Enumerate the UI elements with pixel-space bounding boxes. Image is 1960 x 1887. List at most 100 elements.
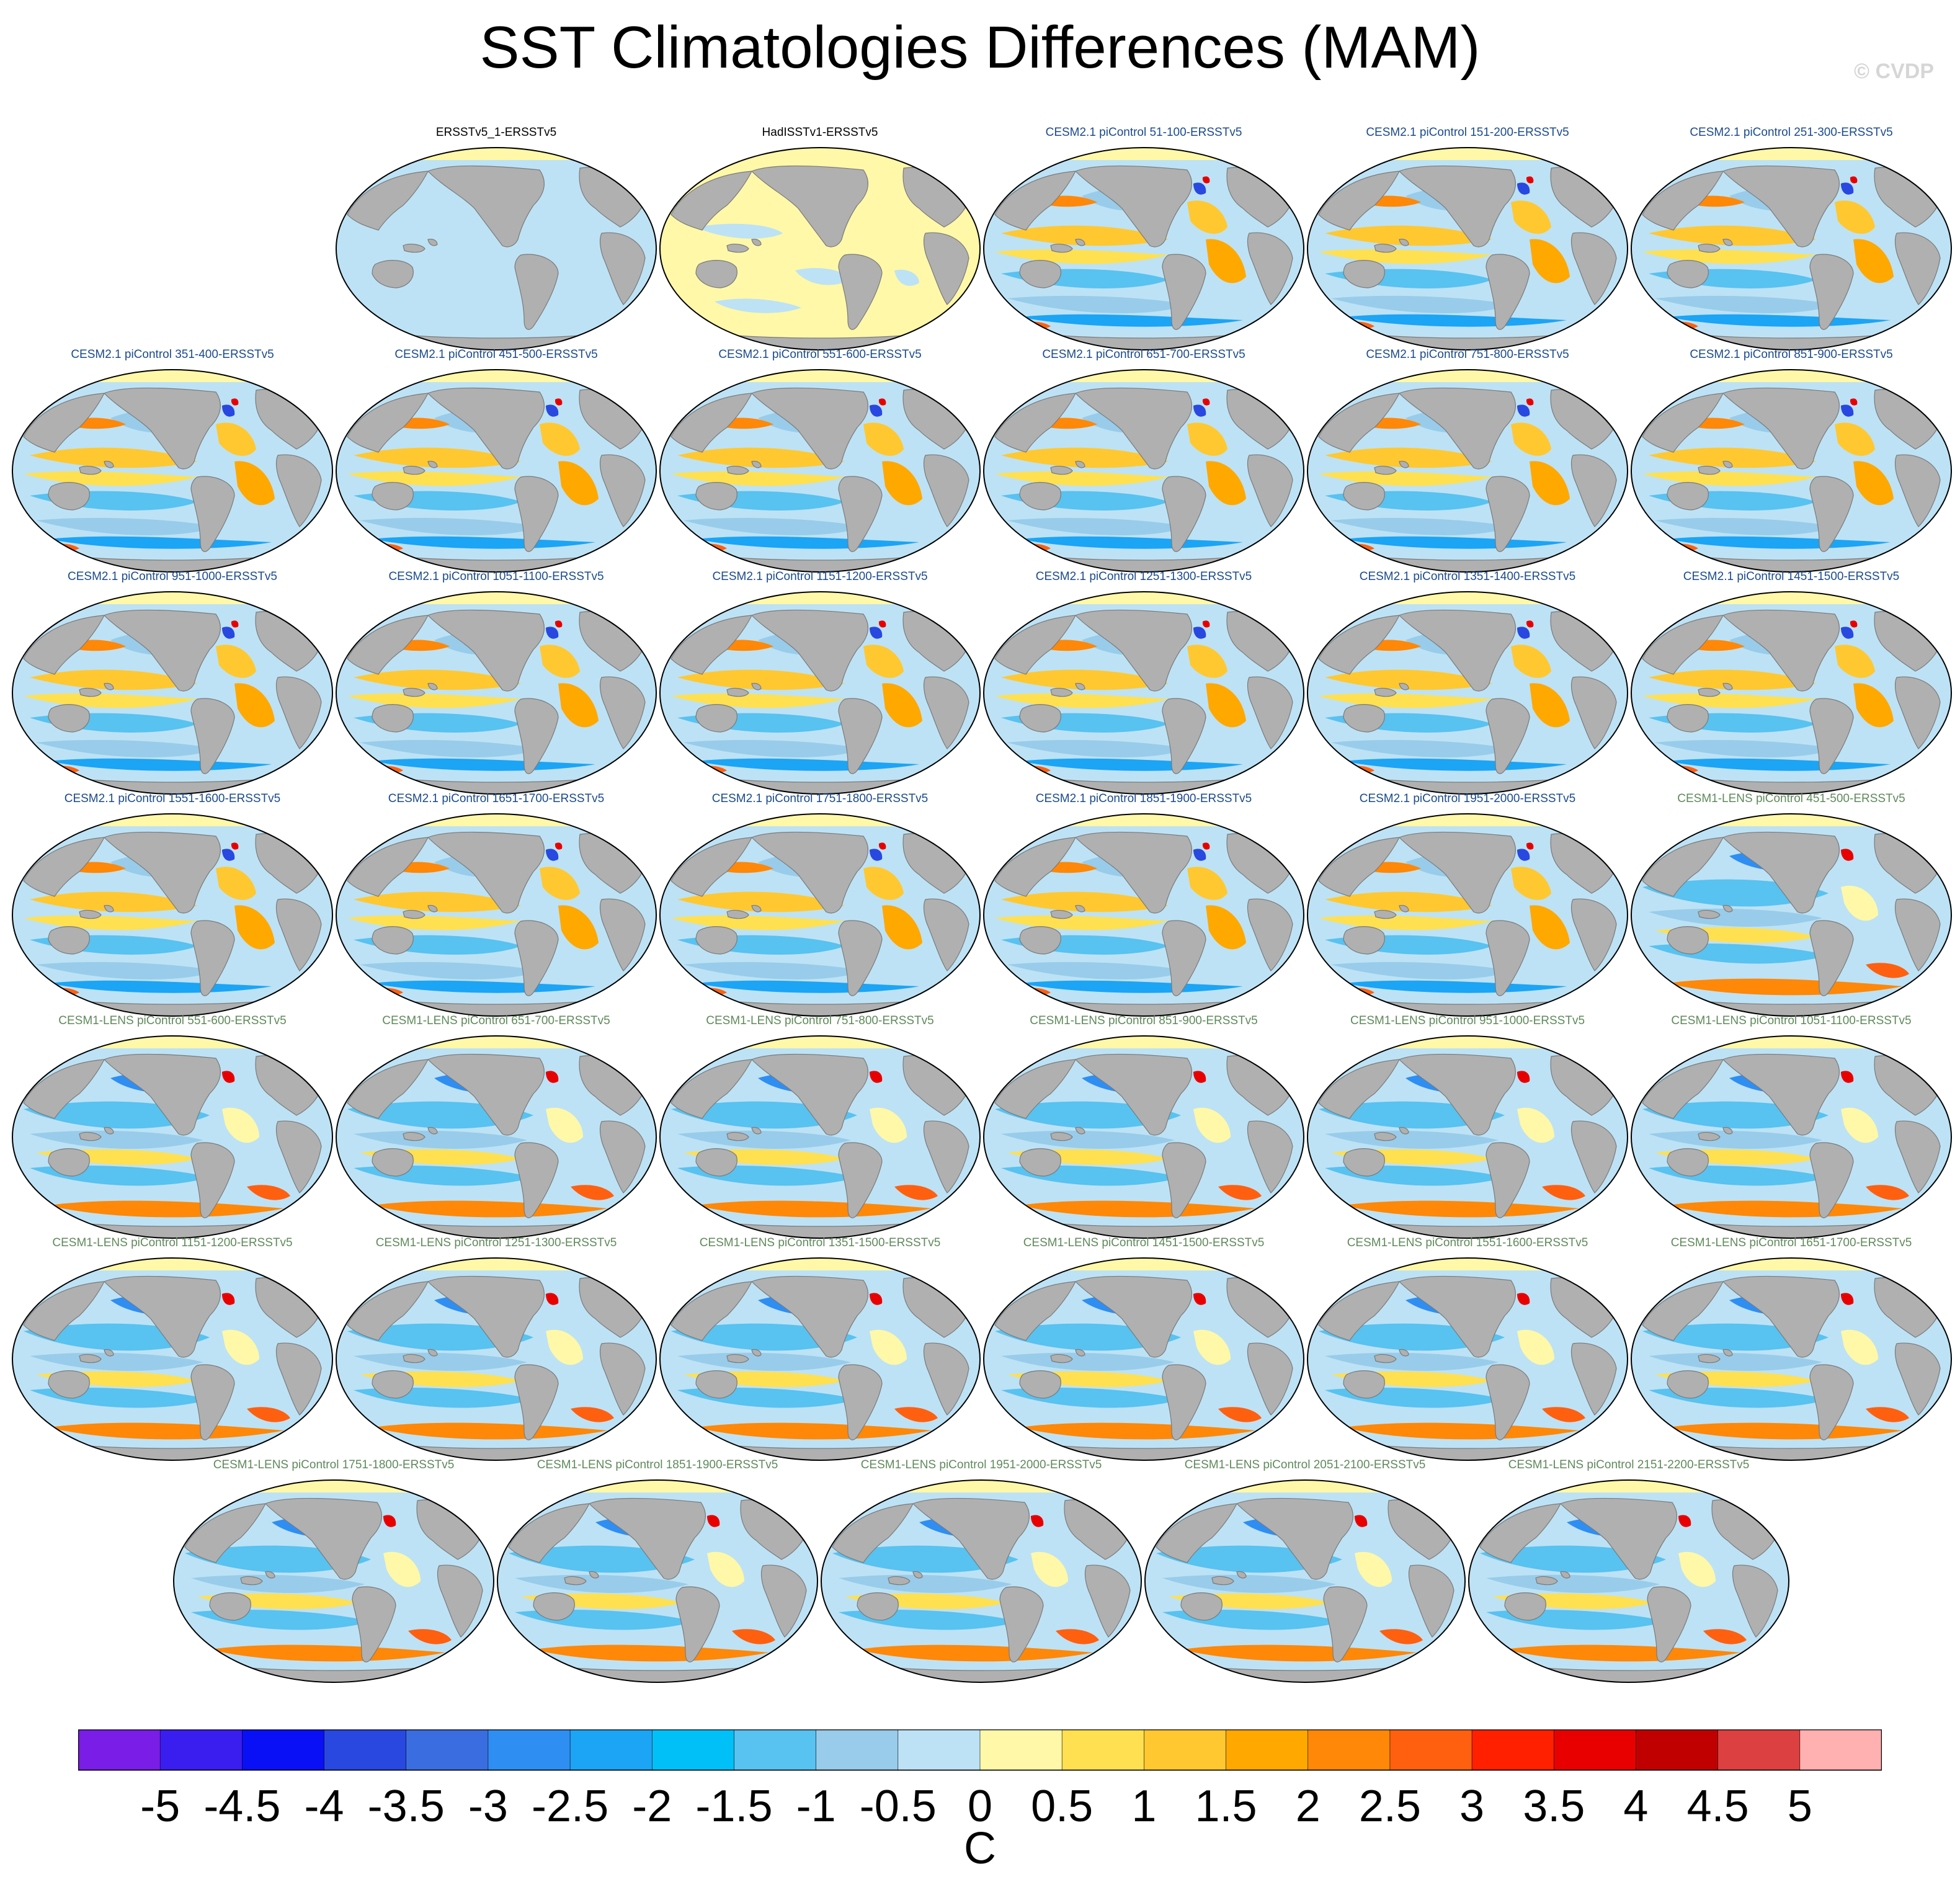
land-mass bbox=[190, 698, 235, 774]
land-mass bbox=[514, 1142, 559, 1218]
land-mass bbox=[427, 1349, 438, 1357]
colorbar-segment bbox=[569, 1729, 653, 1771]
land-mass bbox=[1156, 1503, 1238, 1563]
land-mass bbox=[838, 920, 883, 996]
sst-anomaly-region bbox=[1020, 1422, 1255, 1440]
land-mass bbox=[599, 454, 646, 527]
sst-anomaly-region bbox=[1001, 447, 1169, 468]
world-map bbox=[12, 1035, 333, 1239]
sst-anomaly-region bbox=[555, 842, 563, 850]
land-mass bbox=[1075, 460, 1085, 468]
panel-title: CESM2.1 piControl 1551-1600-ERSSTv5 bbox=[64, 792, 281, 805]
land-mass bbox=[1559, 1497, 1678, 1580]
sst-anomaly-region bbox=[30, 891, 197, 912]
land-mass bbox=[1894, 676, 1941, 749]
land-mass bbox=[670, 393, 753, 453]
sst-anomaly-region bbox=[1517, 182, 1530, 195]
world-map bbox=[336, 147, 657, 350]
sst-anomaly-region bbox=[546, 404, 559, 417]
land-mass bbox=[1180, 1592, 1223, 1621]
land-mass bbox=[104, 1349, 114, 1357]
land-mass bbox=[751, 165, 869, 248]
colorbar-tick-label: -2.5 bbox=[532, 1782, 609, 1831]
land-mass bbox=[190, 476, 235, 552]
land-mass bbox=[1722, 904, 1733, 912]
map-outline bbox=[12, 813, 333, 1017]
sst-anomaly-region bbox=[863, 867, 904, 900]
sst-anomaly-region bbox=[36, 739, 216, 757]
sst-anomaly-region bbox=[1020, 1200, 1255, 1218]
land-mass bbox=[23, 393, 105, 453]
land-mass bbox=[275, 898, 322, 971]
land-mass bbox=[1570, 1120, 1617, 1193]
land-mass bbox=[23, 837, 105, 897]
sst-anomaly-region bbox=[540, 645, 580, 678]
panel-title: CESM1-LENS piControl 1351-1500-ERSSTv5 bbox=[699, 1236, 941, 1249]
panel-title: CESM1-LENS piControl 1951-2000-ERSSTv5 bbox=[860, 1458, 1102, 1471]
land-mass bbox=[1236, 1497, 1354, 1580]
land-mass bbox=[1486, 254, 1530, 330]
colorbar-tick-label: -5 bbox=[140, 1782, 180, 1831]
land-mass bbox=[1722, 387, 1840, 470]
land-mass bbox=[1162, 254, 1206, 330]
sst-anomaly-region bbox=[354, 669, 521, 690]
map-panel: CESM2.1 piControl 151-200-ERSSTv5 bbox=[1306, 125, 1629, 355]
sst-anomaly-region bbox=[1218, 1407, 1262, 1422]
sst-anomaly-region bbox=[408, 1629, 452, 1644]
sst-anomaly-region bbox=[878, 842, 886, 850]
panel-title: CESM2.1 piControl 1151-1200-ERSSTv5 bbox=[712, 570, 928, 583]
land-mass bbox=[994, 615, 1077, 675]
land-mass bbox=[695, 482, 737, 511]
land-mass bbox=[427, 238, 438, 246]
figure-title: SST Climatologies Differences (MAM) bbox=[479, 14, 1481, 81]
sst-anomaly-region bbox=[1655, 739, 1835, 757]
map-panel: CESM2.1 piControl 451-500-ERSSTv5 bbox=[335, 347, 657, 577]
panel-title: CESM1-LENS piControl 1151-1200-ERSSTv5 bbox=[52, 1236, 293, 1249]
map-panel: CESM2.1 piControl 951-1000-ERSSTv5 bbox=[11, 569, 334, 799]
sst-anomaly-region bbox=[48, 536, 272, 549]
land-mass bbox=[240, 1576, 263, 1586]
colorbar-segment bbox=[734, 1729, 817, 1771]
land-mass bbox=[48, 926, 90, 955]
land-mass bbox=[999, 1586, 1044, 1662]
land-mass bbox=[675, 1586, 720, 1662]
sst-anomaly-region bbox=[878, 398, 886, 406]
sst-anomaly-region bbox=[1001, 225, 1169, 246]
colorbar-tick-label: 0.5 bbox=[1031, 1782, 1094, 1831]
sst-anomaly-region bbox=[1206, 905, 1246, 950]
land-mass bbox=[726, 687, 749, 697]
land-mass bbox=[372, 1370, 414, 1399]
panel-title: CESM1-LENS piControl 651-700-ERSSTv5 bbox=[382, 1014, 610, 1027]
land-mass bbox=[103, 831, 221, 914]
land-mass bbox=[832, 1503, 914, 1563]
panel-title: CESM2.1 piControl 1951-2000-ERSSTv5 bbox=[1359, 792, 1576, 805]
land-mass bbox=[726, 1131, 749, 1141]
sst-anomaly-region bbox=[360, 961, 540, 979]
land-mass bbox=[994, 1281, 1077, 1341]
world-map bbox=[336, 1035, 657, 1239]
land-mass bbox=[508, 1503, 590, 1563]
sst-anomaly-region bbox=[1193, 1071, 1206, 1083]
sst-anomaly-region bbox=[1001, 1130, 1175, 1149]
sst-anomaly-region bbox=[1187, 422, 1227, 456]
land-mass bbox=[427, 831, 545, 914]
land-mass bbox=[427, 387, 545, 470]
land-mass bbox=[514, 698, 559, 774]
land-mass bbox=[1075, 238, 1085, 246]
map-outline bbox=[1307, 369, 1628, 573]
map-outline bbox=[659, 591, 981, 795]
sst-anomaly-region bbox=[1202, 176, 1210, 184]
sst-anomaly-region bbox=[36, 961, 216, 979]
sst-anomaly-region bbox=[354, 447, 521, 468]
sst-anomaly-region bbox=[1841, 1107, 1878, 1143]
sst-anomaly-region bbox=[1355, 1515, 1368, 1527]
land-mass bbox=[1722, 1053, 1840, 1136]
sst-anomaly-region bbox=[1031, 1515, 1044, 1527]
sst-anomaly-region bbox=[1542, 1185, 1585, 1200]
sst-anomaly-region bbox=[210, 1644, 445, 1662]
sst-anomaly-region bbox=[30, 1130, 203, 1149]
land-mass bbox=[1698, 687, 1721, 697]
sst-anomaly-region bbox=[1649, 908, 1822, 927]
land-mass bbox=[1722, 165, 1840, 248]
map-outline bbox=[659, 813, 981, 1017]
